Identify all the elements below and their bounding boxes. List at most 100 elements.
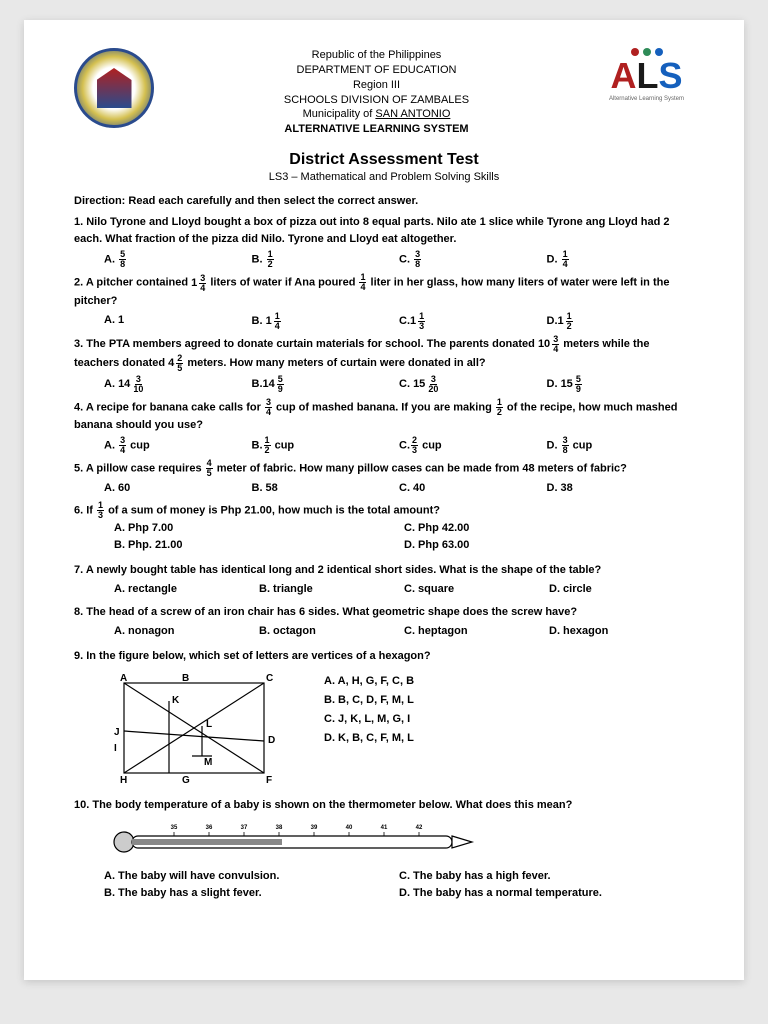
- thermometer-icon: 35 36 37 38 39 40 41 42: [104, 820, 484, 856]
- question-3: 3. The PTA members agreed to donate curt…: [74, 335, 694, 373]
- q3-options: A. 14310 B.1459 C. 15320 D. 1559: [104, 375, 694, 394]
- option-a: A. The baby will have convulsion.: [104, 868, 399, 885]
- option-a: A. 14310: [104, 375, 252, 394]
- logo-letter: L: [636, 58, 658, 94]
- svg-text:F: F: [266, 775, 272, 786]
- option-d: D. The baby has a normal temperature.: [399, 885, 694, 902]
- q1-options: A. 58 B. 12 C. 38 D. 14: [104, 250, 694, 269]
- q6-options: A. Php 7.00C. Php 42.00 B. Php. 21.00D. …: [114, 520, 694, 554]
- question-4: 4. A recipe for banana cake calls for 34…: [74, 398, 694, 434]
- q5-options: A. 60 B. 58 C. 40 D. 38: [104, 480, 694, 497]
- q2-options: A. 1 B. 114 C.113 D.112: [104, 312, 694, 331]
- option-a: A. A, H, G, F, C, B: [324, 673, 414, 690]
- option-b: B. 114: [252, 312, 400, 331]
- option-d: D. 14: [547, 250, 695, 269]
- page-subtitle: LS3 – Mathematical and Problem Solving S…: [74, 171, 694, 183]
- svg-text:L: L: [206, 719, 212, 730]
- svg-text:G: G: [182, 775, 190, 786]
- question-9: 9. In the figure below, which set of let…: [74, 648, 694, 665]
- question-1: 1. Nilo Tyrone and Lloyd bought a box of…: [74, 214, 694, 248]
- svg-text:C: C: [266, 673, 273, 684]
- title-block: District Assessment Test LS3 – Mathemati…: [74, 151, 694, 183]
- thermometer-figure: 35 36 37 38 39 40 41 42: [104, 820, 694, 862]
- option-d: D. 38: [547, 480, 695, 497]
- als-logo: A L S Alternative Learning System: [599, 48, 694, 108]
- option-c: C. The baby has a high fever.: [399, 868, 694, 885]
- hexagon-figure: A B C D F G H I J K L M: [104, 671, 284, 791]
- letterhead-text: Republic of the Philippines DEPARTMENT O…: [154, 48, 599, 137]
- question-2: 2. A pitcher contained 134 liters of wat…: [74, 273, 694, 309]
- option-a: A. 1: [104, 312, 252, 331]
- q9-options: A. A, H, G, F, C, B B. B, C, D, F, M, L …: [324, 671, 414, 749]
- svg-text:D: D: [268, 735, 275, 746]
- svg-text:M: M: [204, 757, 212, 768]
- option-b: B. Php. 21.00: [114, 537, 404, 554]
- q10-options: A. The baby will have convulsion.C. The …: [104, 868, 694, 902]
- question-7: 7. A newly bought table has identical lo…: [74, 562, 694, 579]
- option-b: B. 58: [252, 480, 400, 497]
- option-c: C. heptagon: [404, 623, 549, 640]
- svg-text:41: 41: [381, 825, 388, 831]
- option-b: B. triangle: [259, 581, 404, 598]
- question-8: 8. The head of a screw of an iron chair …: [74, 604, 694, 621]
- option-b: B. 12: [252, 250, 400, 269]
- svg-text:38: 38: [276, 825, 283, 831]
- svg-text:I: I: [114, 743, 117, 754]
- header-line: ALTERNATIVE LEARNING SYSTEM: [154, 122, 599, 137]
- option-a: A. 60: [104, 480, 252, 497]
- option-d: D. K, B, C, F, M, L: [324, 730, 414, 747]
- option-d: D.112: [547, 312, 695, 331]
- option-c: C. Php 42.00: [404, 520, 694, 537]
- option-c: C. 15320: [399, 375, 547, 394]
- option-d: D. 1559: [547, 375, 695, 394]
- document-page: Republic of the Philippines DEPARTMENT O…: [24, 20, 744, 980]
- option-a: A. 34 cup: [104, 436, 252, 455]
- question-10: 10. The body temperature of a baby is sh…: [74, 797, 694, 814]
- directions: Direction: Read each carefully and then …: [74, 193, 694, 210]
- letterhead: Republic of the Philippines DEPARTMENT O…: [74, 48, 694, 137]
- svg-text:42: 42: [416, 825, 423, 831]
- question-6: 6. If 13 of a sum of money is Php 21.00,…: [74, 501, 694, 520]
- svg-text:37: 37: [241, 825, 248, 831]
- question-5: 5. A pillow case requires 45 meter of fa…: [74, 459, 694, 478]
- option-c: C. 38: [399, 250, 547, 269]
- header-line: Republic of the Philippines: [154, 48, 599, 63]
- option-a: A. 58: [104, 250, 252, 269]
- svg-text:39: 39: [311, 825, 318, 831]
- option-c: C. 40: [399, 480, 547, 497]
- option-a: A. Php 7.00: [114, 520, 404, 537]
- header-line: SCHOOLS DIVISION OF ZAMBALES: [154, 93, 599, 108]
- content-body: Direction: Read each carefully and then …: [74, 193, 694, 902]
- option-b: B.12 cup: [252, 436, 400, 455]
- page-title: District Assessment Test: [74, 151, 694, 169]
- option-c: C. J, K, L, M, G, I: [324, 711, 414, 728]
- header-line: Municipality of SAN ANTONIO: [154, 107, 599, 122]
- svg-text:36: 36: [206, 825, 213, 831]
- option-b: B. octagon: [259, 623, 404, 640]
- svg-text:B: B: [182, 673, 189, 684]
- option-b: B. B, C, D, F, M, L: [324, 692, 414, 709]
- option-d: D. circle: [549, 581, 694, 598]
- option-d: D. hexagon: [549, 623, 694, 640]
- svg-text:A: A: [120, 673, 127, 684]
- option-a: A. rectangle: [114, 581, 259, 598]
- header-line: Region III: [154, 78, 599, 93]
- svg-text:K: K: [172, 695, 180, 706]
- svg-text:35: 35: [171, 825, 178, 831]
- q8-options: A. nonagon B. octagon C. heptagon D. hex…: [114, 623, 694, 640]
- q7-options: A. rectangle B. triangle C. square D. ci…: [114, 581, 694, 598]
- q9-figure-row: A B C D F G H I J K L M A. A, H, G, F, C…: [104, 671, 694, 791]
- svg-text:J: J: [114, 727, 120, 738]
- deped-seal-logo: [74, 48, 154, 128]
- logo-letter: S: [658, 58, 682, 94]
- option-c: C.23 cup: [399, 436, 547, 455]
- option-a: A. nonagon: [114, 623, 259, 640]
- svg-text:40: 40: [346, 825, 353, 831]
- option-b: B.1459: [252, 375, 400, 394]
- logo-subtext: Alternative Learning System: [609, 96, 684, 102]
- q4-options: A. 34 cup B.12 cup C.23 cup D. 38 cup: [104, 436, 694, 455]
- option-b: B. The baby has a slight fever.: [104, 885, 399, 902]
- option-d: D. 38 cup: [547, 436, 695, 455]
- svg-text:H: H: [120, 775, 127, 786]
- option-d: D. Php 63.00: [404, 537, 694, 554]
